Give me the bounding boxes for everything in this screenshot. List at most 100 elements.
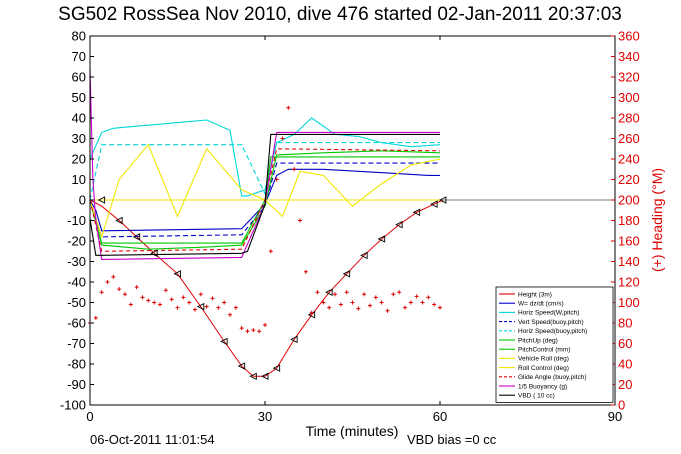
- legend-label: Vert Speed(buoy,pitch): [518, 319, 584, 326]
- heading-point: [274, 177, 279, 182]
- heading-point: [181, 295, 186, 300]
- x-tick-label: 0: [86, 409, 93, 424]
- heading-point: [216, 305, 221, 310]
- right-tick-label: 140: [618, 254, 640, 269]
- heading-point: [163, 288, 168, 293]
- heading-point: [175, 305, 180, 310]
- heading-point: [333, 292, 337, 297]
- y-tick-label: -40: [67, 275, 86, 290]
- heading-point: [286, 105, 291, 110]
- heading-point: [111, 274, 116, 279]
- heading-point: [239, 326, 244, 331]
- x-tick-label: 30: [258, 409, 272, 424]
- y-tick-label: 50: [72, 90, 86, 105]
- y-tick-label: -30: [67, 254, 86, 269]
- height-marker: [360, 251, 368, 260]
- legend-label: Vehicle Roll (deg): [518, 356, 569, 363]
- legend-label: PitchUp (deg): [518, 337, 558, 344]
- heading-point: [397, 290, 402, 295]
- heading-point: [298, 218, 302, 223]
- legend-label: Glide Angle (buoy,pitch): [518, 374, 587, 381]
- right-tick-label: 160: [618, 234, 640, 249]
- heading-point: [263, 323, 267, 328]
- right-tick-label: 0: [618, 398, 625, 413]
- right-tick-label: 360: [618, 29, 640, 44]
- heading-point: [408, 300, 413, 305]
- chart-title: SG502 RossSea Nov 2010, dive 476 started…: [58, 4, 622, 25]
- legend-label: Horiz Speed(buoy,pitch): [518, 328, 587, 335]
- legend-box: [495, 286, 614, 403]
- heading-point: [414, 294, 419, 299]
- heading-point: [379, 300, 384, 305]
- heading-point: [356, 306, 361, 311]
- y-tick-label: -20: [67, 234, 86, 249]
- heading-point: [432, 302, 437, 307]
- right-axis-label: (+) Heading (°M): [649, 168, 665, 272]
- series-line-10: [89, 68, 440, 260]
- heading-point: [350, 300, 355, 305]
- heading-point: [123, 292, 127, 297]
- y-tick-label: 60: [72, 70, 86, 85]
- right-tick-label: 240: [618, 152, 640, 167]
- y-tick-label: 0: [79, 193, 86, 208]
- legend-label: Roll Control (deg): [518, 365, 569, 372]
- heading-point: [257, 329, 262, 334]
- heading-point: [233, 305, 238, 310]
- height-marker: [196, 302, 205, 311]
- footer-vbd-bias: VBD bias =0 cc: [407, 432, 497, 447]
- height-marker: [115, 216, 123, 225]
- heading-point: [344, 290, 349, 295]
- legend-label: VBD ( 10 cc): [518, 393, 555, 400]
- right-tick-label: 80: [618, 316, 632, 331]
- heading-point: [303, 269, 308, 274]
- series-line-2: [89, 117, 441, 197]
- height-marker: [342, 270, 351, 278]
- heading-point: [193, 307, 197, 312]
- x-tick-label: 90: [608, 409, 622, 424]
- height-marker: [377, 235, 386, 243]
- y-tick-label: -80: [67, 357, 86, 372]
- height-marker: [249, 372, 257, 381]
- height-marker: [395, 220, 403, 229]
- series-line-6: [89, 156, 440, 244]
- heading-point: [426, 295, 431, 300]
- y-tick-label: -50: [67, 295, 86, 310]
- height-marker: [430, 200, 438, 208]
- heading-point: [222, 300, 227, 305]
- heading-point: [403, 305, 407, 310]
- x-tick-label: 60: [433, 409, 447, 424]
- y-tick-label: 30: [72, 131, 86, 146]
- y-tick-label: -90: [67, 377, 86, 392]
- height-marker: [173, 270, 181, 278]
- legend-label: Horiz Speed(W,pitch): [518, 310, 579, 317]
- right-tick-label: 20: [618, 377, 632, 392]
- heading-point: [134, 285, 139, 290]
- y-tick-label: 20: [72, 152, 86, 167]
- heading-point: [309, 310, 314, 315]
- series-line-4: [89, 142, 440, 201]
- y-tick-label: -70: [67, 336, 86, 351]
- height-marker: [438, 196, 447, 204]
- right-tick-label: 320: [618, 70, 640, 85]
- heading-point: [140, 295, 145, 300]
- heading-point: [198, 292, 203, 297]
- height-marker: [220, 337, 228, 346]
- y-tick-label: -100: [60, 398, 86, 413]
- right-tick-label: 180: [618, 213, 640, 228]
- heading-point: [391, 292, 396, 297]
- heading-point: [327, 305, 332, 310]
- series-line-1: [89, 168, 440, 232]
- y-tick-label: 10: [72, 172, 86, 187]
- heading-point: [99, 290, 104, 295]
- y-tick-label: -60: [67, 316, 86, 331]
- height-marker: [260, 372, 269, 381]
- legend-label: 1/5 Buoyancy (g): [518, 383, 567, 390]
- height-marker: [237, 362, 246, 370]
- right-tick-label: 60: [618, 336, 632, 351]
- legend-label: W= dz/dt (cm/s): [518, 301, 564, 308]
- right-tick-label: 220: [618, 172, 640, 187]
- right-tick-label: 120: [618, 275, 640, 290]
- heading-point: [204, 304, 209, 309]
- heading-point: [373, 295, 378, 300]
